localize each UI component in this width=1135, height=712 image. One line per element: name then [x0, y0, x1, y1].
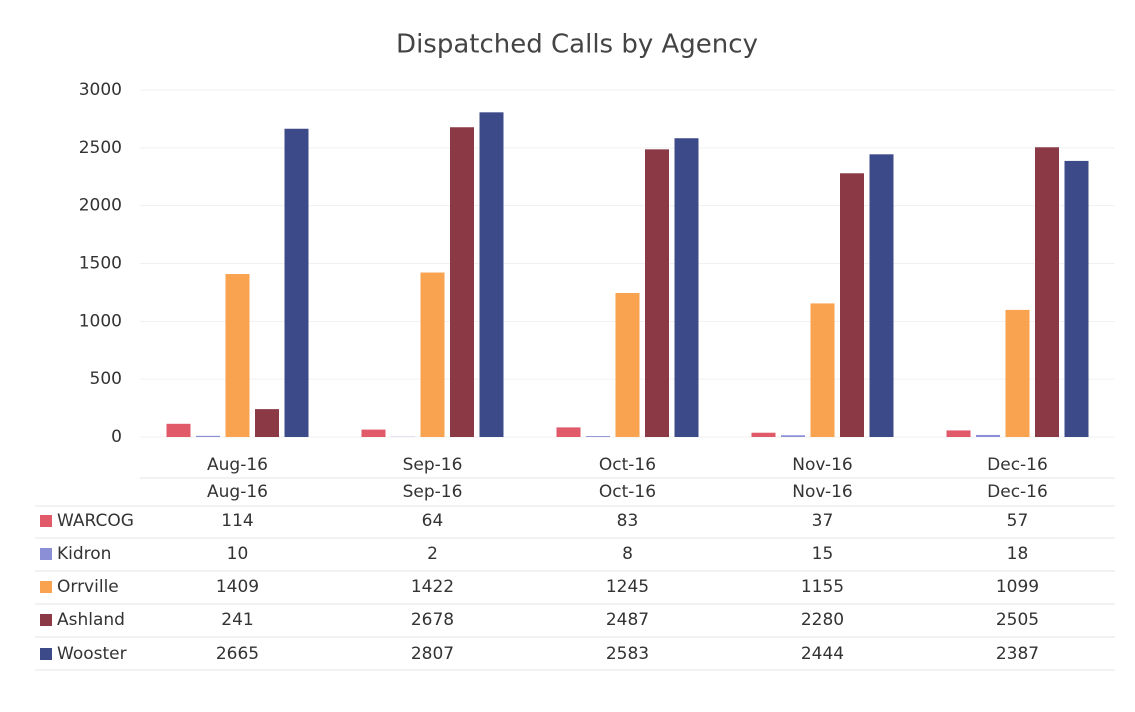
bar	[285, 129, 309, 437]
bar	[811, 303, 835, 437]
bar	[870, 154, 894, 437]
table-cell: 114	[221, 511, 253, 531]
y-tick-label: 1000	[79, 311, 122, 331]
y-tick-label: 3000	[79, 80, 122, 100]
table-cell: 1409	[216, 577, 259, 597]
legend-label: Kidron	[57, 544, 111, 564]
table-header: Nov-16	[792, 482, 853, 502]
x-tick-label: Nov-16	[792, 455, 853, 475]
bar	[255, 409, 279, 437]
bar	[196, 436, 220, 437]
bar	[167, 424, 191, 437]
table-cell: 18	[1007, 544, 1029, 564]
table-header: Aug-16	[207, 482, 268, 502]
table-cell: 10	[227, 544, 249, 564]
table-cell: 2280	[801, 610, 844, 630]
bar	[947, 430, 971, 437]
y-tick-label: 500	[90, 369, 122, 389]
y-tick-label: 0	[111, 427, 122, 447]
bar	[586, 436, 610, 437]
bar	[557, 427, 581, 437]
bar	[450, 127, 474, 437]
x-tick-label: Dec-16	[987, 455, 1048, 475]
bar	[480, 112, 504, 437]
bar	[421, 273, 445, 437]
legend-key	[40, 515, 52, 527]
legend-label: Wooster	[57, 644, 127, 664]
bar	[616, 293, 640, 437]
y-tick-label: 1500	[79, 254, 122, 274]
bar	[645, 149, 669, 437]
table-cell: 2505	[996, 610, 1039, 630]
chart-title: Dispatched Calls by Agency	[396, 30, 758, 60]
bar	[1006, 310, 1030, 437]
x-tick-label: Sep-16	[403, 455, 463, 475]
table-cell: 1245	[606, 577, 649, 597]
table-header: Sep-16	[403, 482, 463, 502]
table-frame	[35, 478, 1115, 670]
legend-label: Orrville	[57, 577, 119, 597]
table-cell: 241	[221, 610, 253, 630]
bar	[1065, 161, 1089, 437]
bar	[976, 435, 1000, 437]
legend-key	[40, 614, 52, 626]
table-header: Dec-16	[987, 482, 1048, 502]
bar	[226, 274, 250, 437]
legend-key	[40, 548, 52, 560]
table-cell: 37	[812, 511, 834, 531]
table-cell: 1155	[801, 577, 844, 597]
bar	[675, 138, 699, 437]
bar	[1035, 147, 1059, 437]
legend-key	[40, 581, 52, 593]
bar	[840, 173, 864, 437]
y-tick-label: 2000	[79, 196, 122, 216]
table-cell: 15	[812, 544, 834, 564]
table-cell: 2444	[801, 644, 844, 664]
table-cell: 8	[622, 544, 633, 564]
table-cell: 2387	[996, 644, 1039, 664]
table-header: Oct-16	[599, 482, 656, 502]
table-cell: 83	[617, 511, 639, 531]
bar	[362, 430, 386, 437]
bar	[781, 435, 805, 437]
legend-label: Ashland	[57, 610, 125, 630]
table-cell: 2583	[606, 644, 649, 664]
table-cell: 2678	[411, 610, 454, 630]
table-cell: 2487	[606, 610, 649, 630]
table-cell: 64	[422, 511, 444, 531]
x-tick-label: Oct-16	[599, 455, 656, 475]
y-tick-label: 2500	[79, 138, 122, 158]
table-cell: 1422	[411, 577, 454, 597]
table-cell: 57	[1007, 511, 1029, 531]
legend-key	[40, 648, 52, 660]
table-cell: 2665	[216, 644, 259, 664]
legend-label: WARCOG	[57, 511, 134, 531]
x-tick-label: Aug-16	[207, 455, 268, 475]
bar	[752, 433, 776, 437]
table-cell: 2	[427, 544, 438, 564]
table-cell: 2807	[411, 644, 454, 664]
table-cell: 1099	[996, 577, 1039, 597]
